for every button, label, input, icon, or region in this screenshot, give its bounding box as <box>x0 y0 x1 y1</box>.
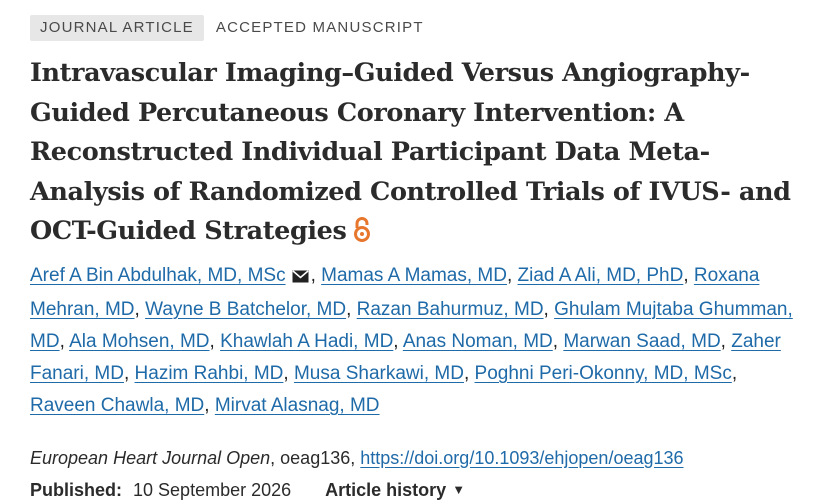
article-status-label: ACCEPTED MANUSCRIPT <box>215 19 424 36</box>
article-id: , oeag136, <box>270 447 361 468</box>
open-access-icon <box>352 216 372 256</box>
author-separator: , <box>310 264 322 286</box>
author-link[interactable]: Ziad A Ali, MD, PhD <box>517 264 684 286</box>
author-separator: , <box>209 330 221 352</box>
author-link[interactable]: Raveen Chawla, MD <box>30 394 205 416</box>
published-date: 10 September 2026 <box>133 479 292 500</box>
email-icon[interactable] <box>292 262 309 294</box>
article-history-toggle[interactable]: Article history ▼ <box>325 478 465 502</box>
author-separator: , <box>346 298 357 320</box>
published-label: Published: <box>30 479 123 500</box>
author-link[interactable]: Wayne B Batchelor, MD <box>145 298 347 320</box>
author-link[interactable]: Khawlah A Hadi, MD <box>220 330 394 352</box>
author-link[interactable]: Mirvat Alasnag, MD <box>214 394 380 416</box>
author-separator: , <box>393 330 403 352</box>
author-list: Aref A Bin Abdulhak, MD, MSc, Mamas A Ma… <box>30 260 805 422</box>
publication-info: Published: 10 September 2026 Article his… <box>30 478 810 502</box>
journal-name: European Heart Journal Open <box>30 447 271 468</box>
author-link[interactable]: Mamas A Mamas, MD <box>321 264 507 286</box>
author-separator: , <box>463 362 475 384</box>
author-separator: , <box>204 394 215 416</box>
caret-down-icon: ▼ <box>452 481 466 497</box>
author-separator: , <box>59 330 70 352</box>
article-badges: JOURNAL ARTICLE ACCEPTED MANUSCRIPT <box>30 14 810 42</box>
citation-line: European Heart Journal Open, oeag136, ht… <box>30 446 810 470</box>
author-link[interactable]: Razan Bahurmuz, MD <box>356 298 544 320</box>
author-link[interactable]: Ghulam Mujtaba Ghumman, MD <box>30 298 793 352</box>
article-title: Intravascular Imaging–Guided Versus Angi… <box>30 54 810 256</box>
author-separator: , <box>123 362 135 384</box>
article-header: JOURNAL ARTICLE ACCEPTED MANUSCRIPT Intr… <box>30 14 810 502</box>
author-link[interactable]: Poghni Peri-Okonny, MD, MSc <box>474 362 732 384</box>
doi-link[interactable]: https://doi.org/10.1093/ehjopen/oeag136 <box>360 447 684 468</box>
author-link[interactable]: Aref A Bin Abdulhak, MD, MSc <box>30 264 286 286</box>
author-link[interactable]: Hazim Rahbi, MD <box>134 362 284 384</box>
author-link[interactable]: Ala Mohsen, MD <box>69 330 210 352</box>
author-separator: , <box>134 298 146 320</box>
author-link[interactable]: Roxana Mehran, MD <box>30 264 760 320</box>
author-separator: , <box>283 362 294 384</box>
author-link[interactable]: Marwan Saad, MD <box>563 330 721 352</box>
author-separator: , <box>543 298 555 320</box>
article-title-text: Intravascular Imaging–Guided Versus Angi… <box>30 58 791 246</box>
article-type-badge: JOURNAL ARTICLE <box>30 15 204 41</box>
author-separator: , <box>552 330 564 352</box>
author-link[interactable]: Zaher Fanari, MD <box>30 330 781 384</box>
author-separator: , <box>720 330 732 352</box>
author-link[interactable]: Musa Sharkawi, MD <box>293 362 464 384</box>
author-separator: , <box>506 264 518 286</box>
author-link[interactable]: Anas Noman, MD <box>402 330 553 352</box>
article-history-label: Article history <box>325 479 447 500</box>
author-separator: , <box>731 362 738 384</box>
author-separator: , <box>683 264 694 286</box>
